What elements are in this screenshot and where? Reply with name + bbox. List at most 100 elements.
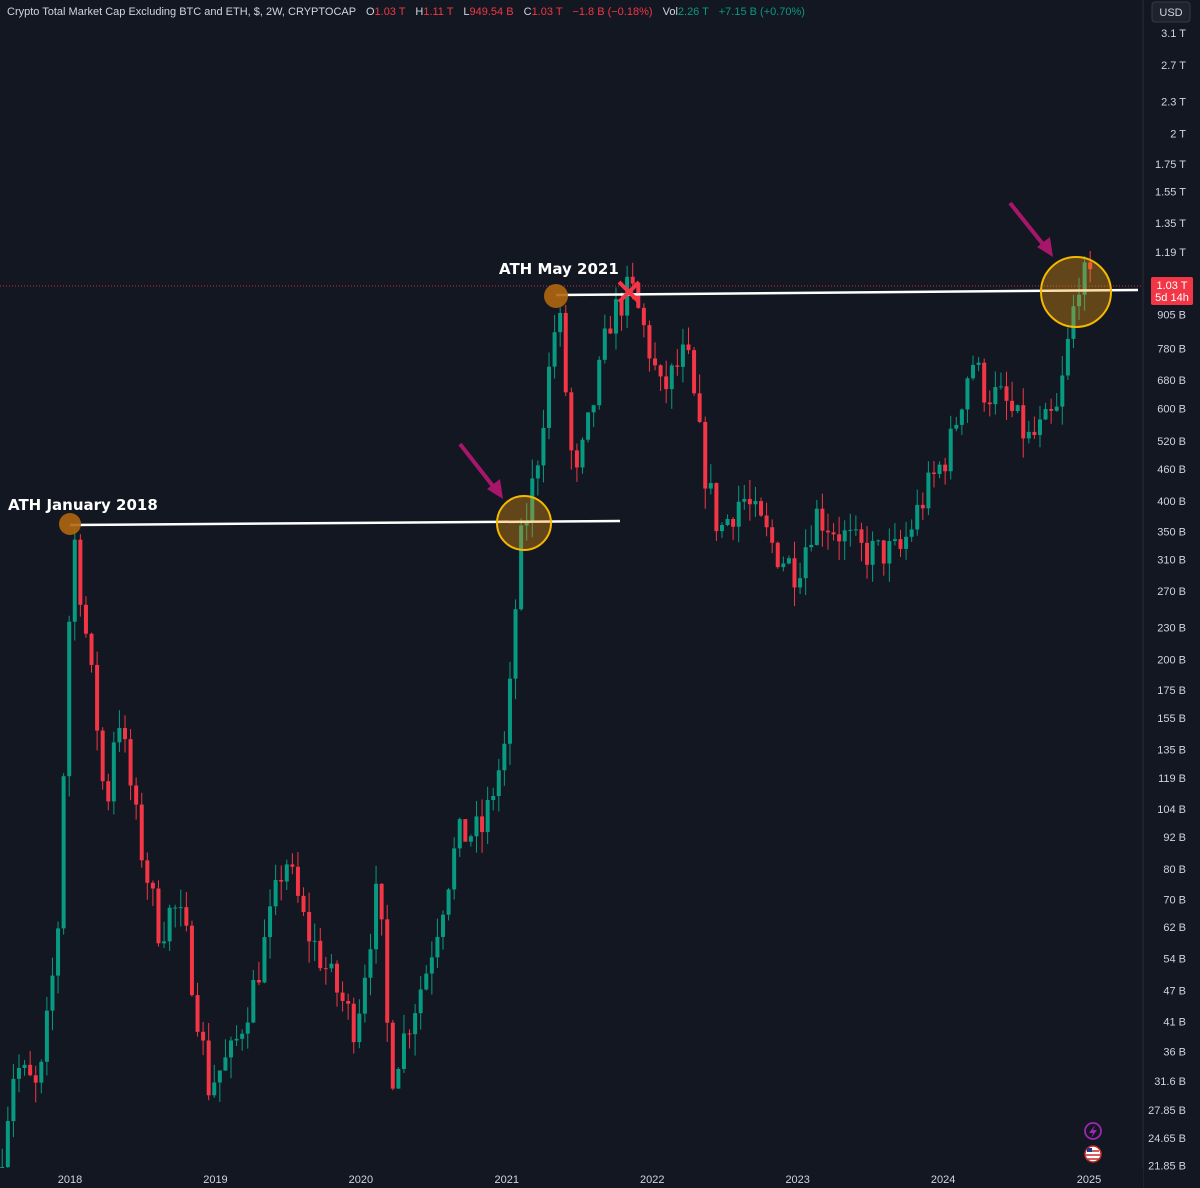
price-tick-label: 270 B — [1157, 586, 1186, 598]
candle — [909, 519, 914, 542]
candle — [881, 539, 886, 576]
ath-2018-marker — [59, 513, 81, 535]
ath-2021-marker — [544, 284, 568, 308]
price-tick-label: 62 B — [1163, 922, 1186, 934]
candle — [374, 865, 379, 964]
candle — [195, 982, 200, 1037]
candle — [703, 416, 708, 509]
price-tick-label: 80 B — [1163, 864, 1186, 876]
candle — [312, 923, 317, 962]
candle — [931, 461, 936, 488]
candle — [998, 372, 1003, 390]
price-axis[interactable]: USD 3.1 T 2.7 T 2.3 T 2 T 1.75 T 1.55 T 1.35 T… — [1142, 0, 1200, 1188]
price-tick-label: 350 B — [1157, 527, 1186, 539]
close-value: 1.03 T — [532, 6, 563, 18]
candle — [485, 786, 490, 845]
candle — [284, 859, 289, 890]
candle — [396, 1067, 401, 1089]
time-tick-label: 2021 — [495, 1174, 519, 1186]
currency-button[interactable] — [1151, 1, 1191, 23]
candle — [279, 865, 284, 901]
candle — [61, 773, 66, 935]
price-tick-label: 41 B — [1163, 1017, 1186, 1029]
candle — [714, 482, 719, 542]
candle — [669, 363, 674, 409]
candle — [295, 852, 300, 903]
price-tick-label: 92 B — [1163, 832, 1186, 844]
candle — [407, 1029, 412, 1049]
time-axis[interactable]: 2018 2019 2020 2021 2022 2023 2024 2025 — [0, 1168, 1143, 1188]
time-tick-label: 2018 — [58, 1174, 82, 1186]
candle — [184, 892, 189, 932]
candle — [189, 920, 194, 997]
candle — [976, 357, 981, 372]
candle — [664, 360, 669, 404]
candle — [569, 387, 574, 470]
price-tick-label: 27.85 B — [1148, 1105, 1186, 1117]
low-value: 949.54 B — [470, 6, 514, 18]
low-label: L — [463, 6, 469, 18]
candle — [379, 883, 384, 936]
open-label: O — [366, 6, 375, 18]
candle — [798, 562, 803, 595]
candle — [335, 960, 340, 1007]
candle — [268, 889, 273, 959]
price-tick-label: 680 B — [1157, 375, 1186, 387]
candles-layer — [0, 250, 1093, 1188]
candle — [223, 1039, 228, 1071]
candle — [831, 523, 836, 541]
candle — [837, 516, 842, 560]
candle — [435, 918, 440, 969]
us-flag-icon[interactable] — [1084, 1145, 1102, 1163]
candle — [608, 315, 613, 334]
candle — [764, 502, 769, 537]
candle — [1021, 388, 1026, 458]
symbol-title: Crypto Total Market Cap Excluding BTC an… — [7, 6, 356, 18]
candle — [971, 355, 976, 381]
candle — [457, 817, 462, 858]
price-tick-label: 24.65 B — [1148, 1133, 1186, 1145]
candle — [1071, 294, 1076, 349]
candle — [240, 1029, 245, 1051]
candle — [206, 1023, 211, 1101]
candle — [680, 328, 685, 383]
candle — [530, 459, 535, 538]
candle — [708, 464, 713, 495]
candle — [323, 957, 328, 985]
candle — [842, 520, 847, 560]
candle — [167, 904, 172, 951]
close-label: C — [524, 6, 532, 18]
candle — [502, 731, 507, 786]
price-tick-label: 400 B — [1157, 496, 1186, 508]
candle — [1088, 250, 1093, 283]
candle — [5, 1106, 10, 1179]
candle — [1037, 405, 1042, 448]
candle — [212, 1064, 217, 1098]
ath-2018-label: ATH January 2018 — [8, 496, 158, 514]
candle — [742, 484, 747, 510]
candle — [1049, 398, 1054, 424]
candle — [825, 513, 830, 550]
symbol-legend[interactable]: Crypto Total Market Cap Excluding BTC an… — [7, 6, 805, 18]
candle — [245, 1007, 250, 1049]
candle — [591, 404, 596, 428]
candle — [351, 997, 356, 1054]
candle — [67, 615, 72, 797]
candle — [273, 864, 278, 916]
candle — [357, 999, 362, 1049]
candle — [987, 390, 992, 417]
candle — [686, 327, 691, 355]
candle — [117, 710, 122, 752]
candle — [290, 853, 295, 875]
candle — [106, 773, 111, 811]
candle — [959, 408, 964, 435]
candle — [50, 957, 55, 1031]
price-tick-label: 2.7 T — [1161, 60, 1186, 72]
candle — [753, 486, 758, 518]
candle — [401, 1014, 406, 1073]
lightning-icon[interactable] — [1084, 1122, 1102, 1140]
candle — [44, 996, 49, 1076]
candle — [56, 921, 61, 994]
candle — [368, 933, 373, 996]
